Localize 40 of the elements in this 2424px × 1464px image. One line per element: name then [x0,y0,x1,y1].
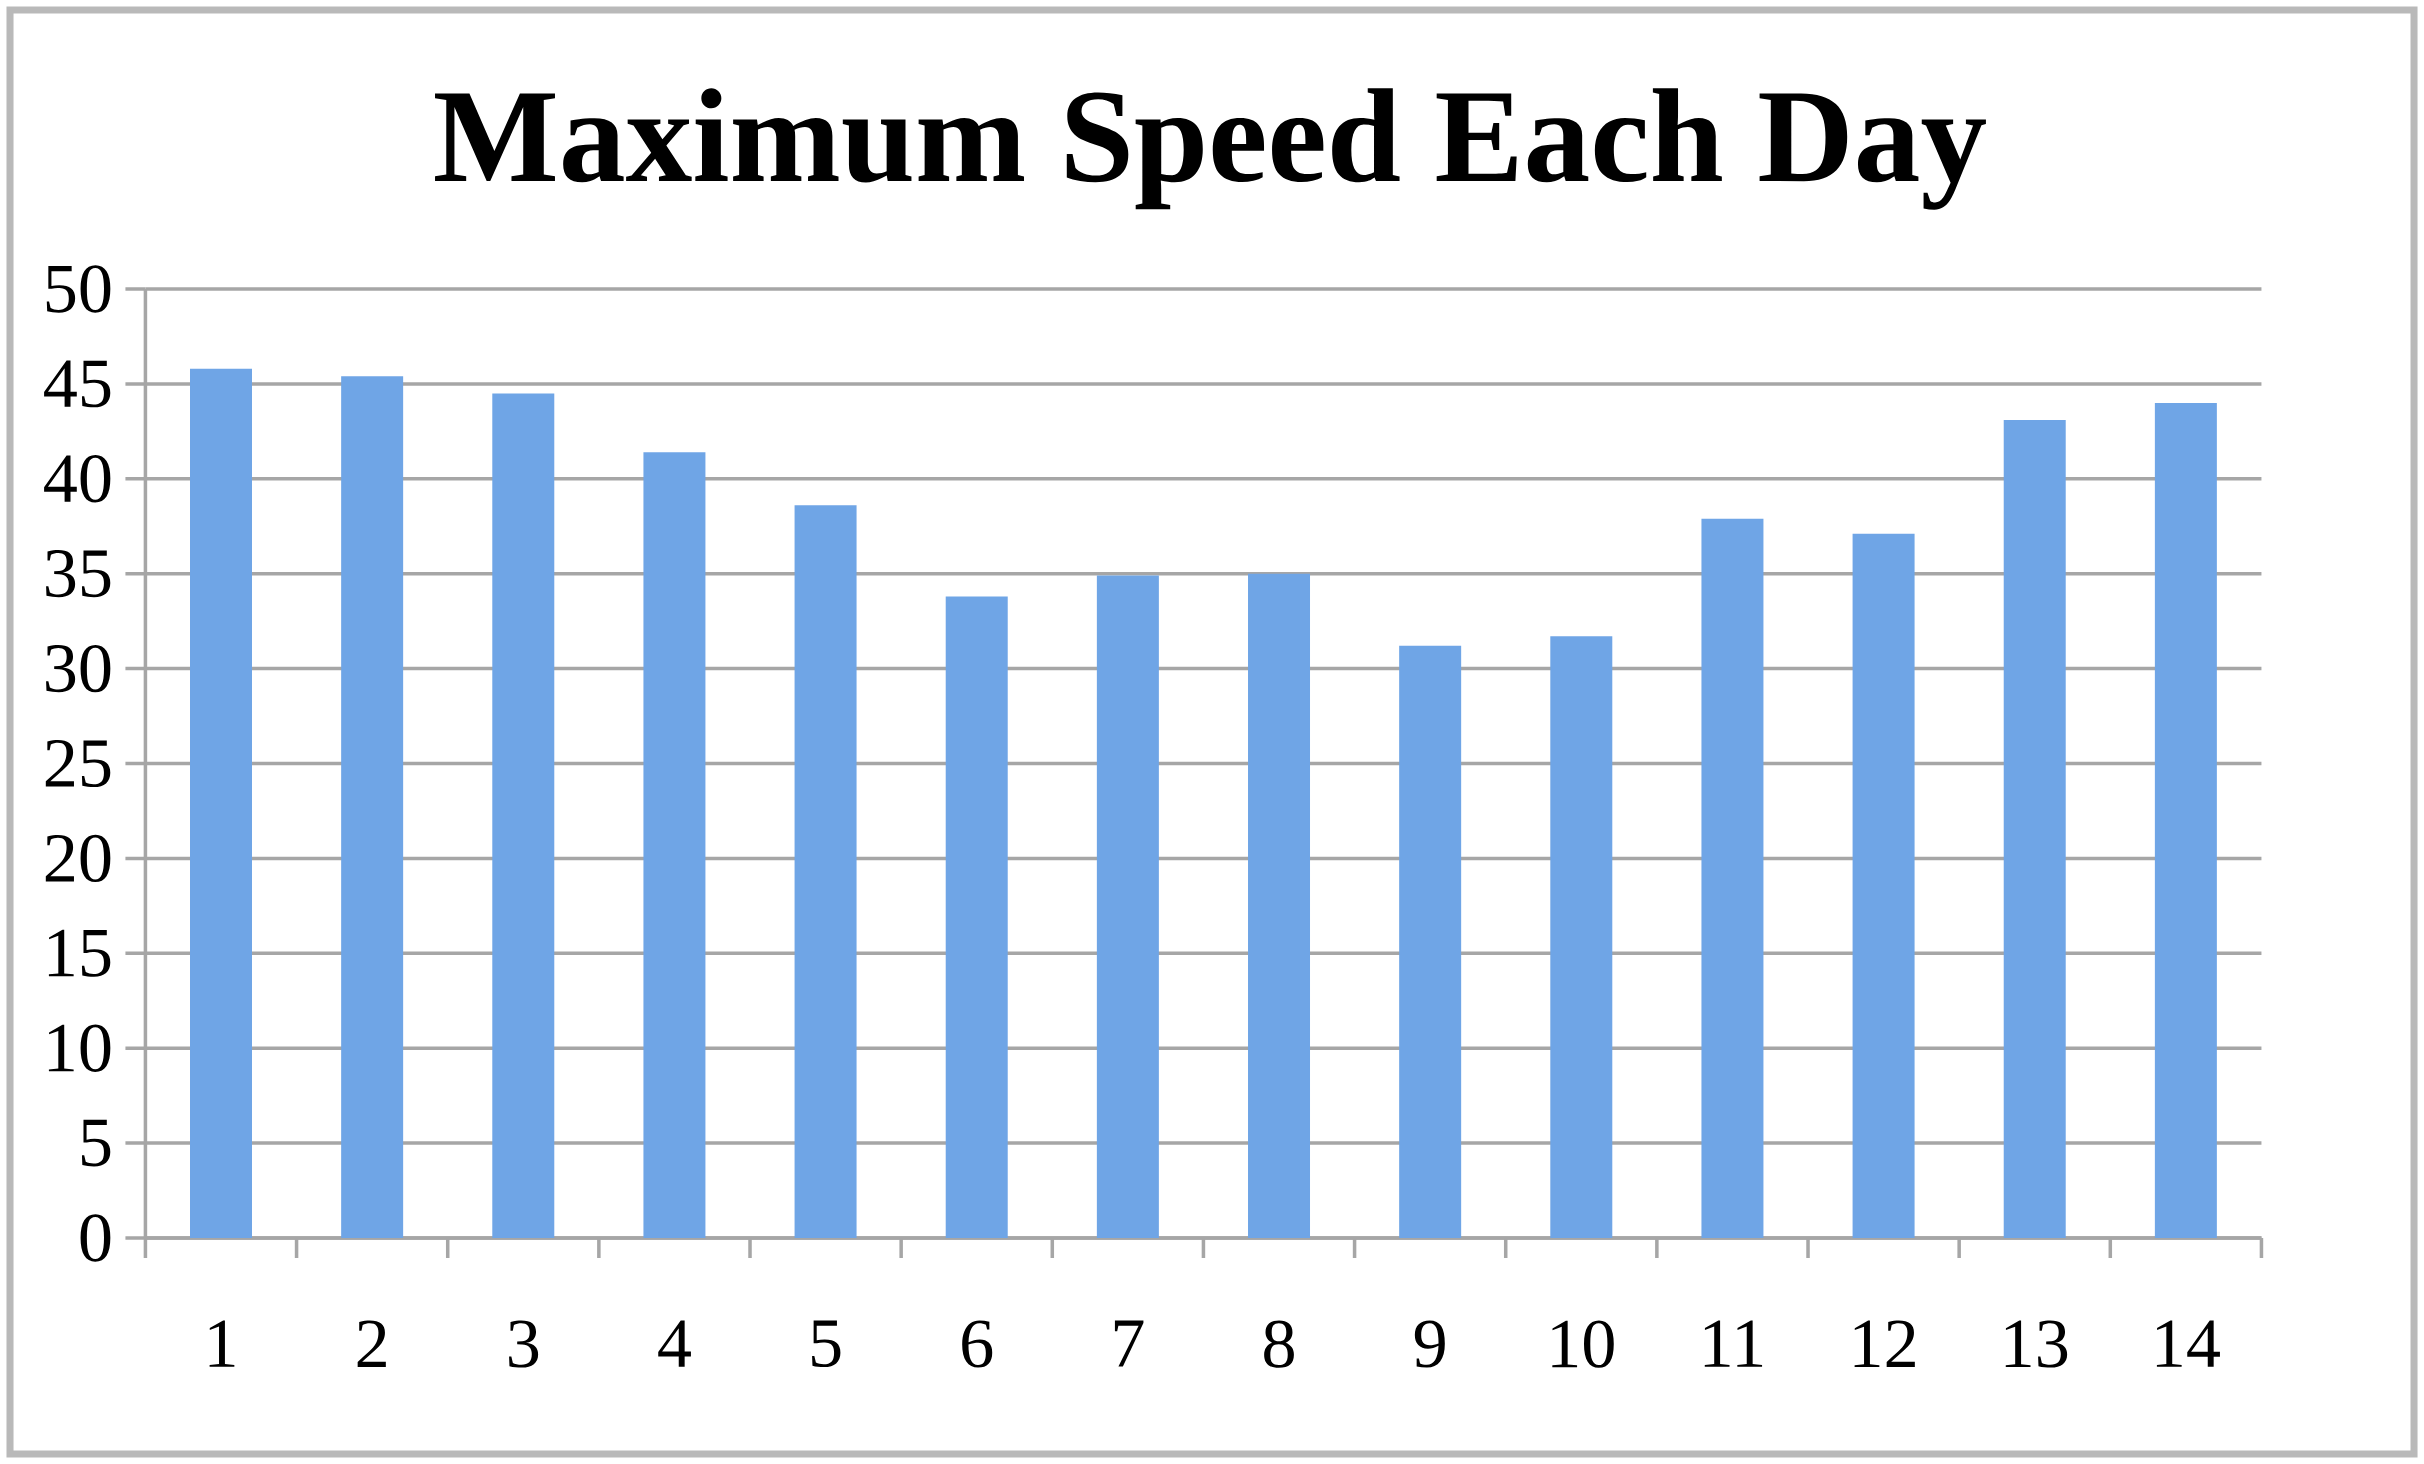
bar [1550,636,1613,1238]
y-tick-label: 5 [81,1119,111,1167]
x-tick-label: 2 [357,1320,386,1367]
x-tick-label: 1 [209,1320,235,1367]
bar [643,452,706,1238]
y-tick-label: 35 [46,550,111,598]
bar [1399,645,1462,1238]
y-tick-label: 30 [46,644,111,693]
y-tick-label: 20 [45,834,111,883]
y-tick-label: 10 [48,1024,111,1072]
bar [945,596,1008,1238]
x-tick-label: 11 [1704,1320,1763,1367]
bar [1852,533,1915,1238]
bar [1096,575,1159,1238]
bar [794,505,857,1238]
x-tick-label: 6 [962,1320,993,1368]
chart-title: Maximum Speed Each Day [435,88,1986,210]
y-tick-label: 50 [46,265,111,313]
x-tick-label: 7 [1114,1320,1144,1367]
x-tick-label: 14 [2156,1320,2220,1367]
x-tick-label: 5 [812,1320,841,1368]
x-tick-label: 12 [1854,1320,1915,1367]
bar [2154,402,2217,1238]
x-tick-label: 4 [658,1320,691,1367]
bar [1701,518,1764,1238]
x-tick-label: 3 [509,1320,539,1368]
bar [341,376,404,1238]
y-tick-label: 0 [80,1214,111,1262]
x-tick-label: 8 [1264,1320,1294,1368]
bar [2003,419,2066,1238]
y-tick-label: 45 [44,360,111,408]
y-tick-label: 40 [44,455,111,503]
x-tick-label: 10 [1552,1320,1614,1368]
bar [190,368,252,1238]
bar [492,393,555,1238]
bar [1248,573,1311,1238]
x-tick-label: 13 [2005,1320,2068,1368]
x-tick-label: 9 [1414,1320,1445,1368]
y-tick-label: 25 [45,739,111,788]
y-tick-label: 15 [48,929,111,977]
